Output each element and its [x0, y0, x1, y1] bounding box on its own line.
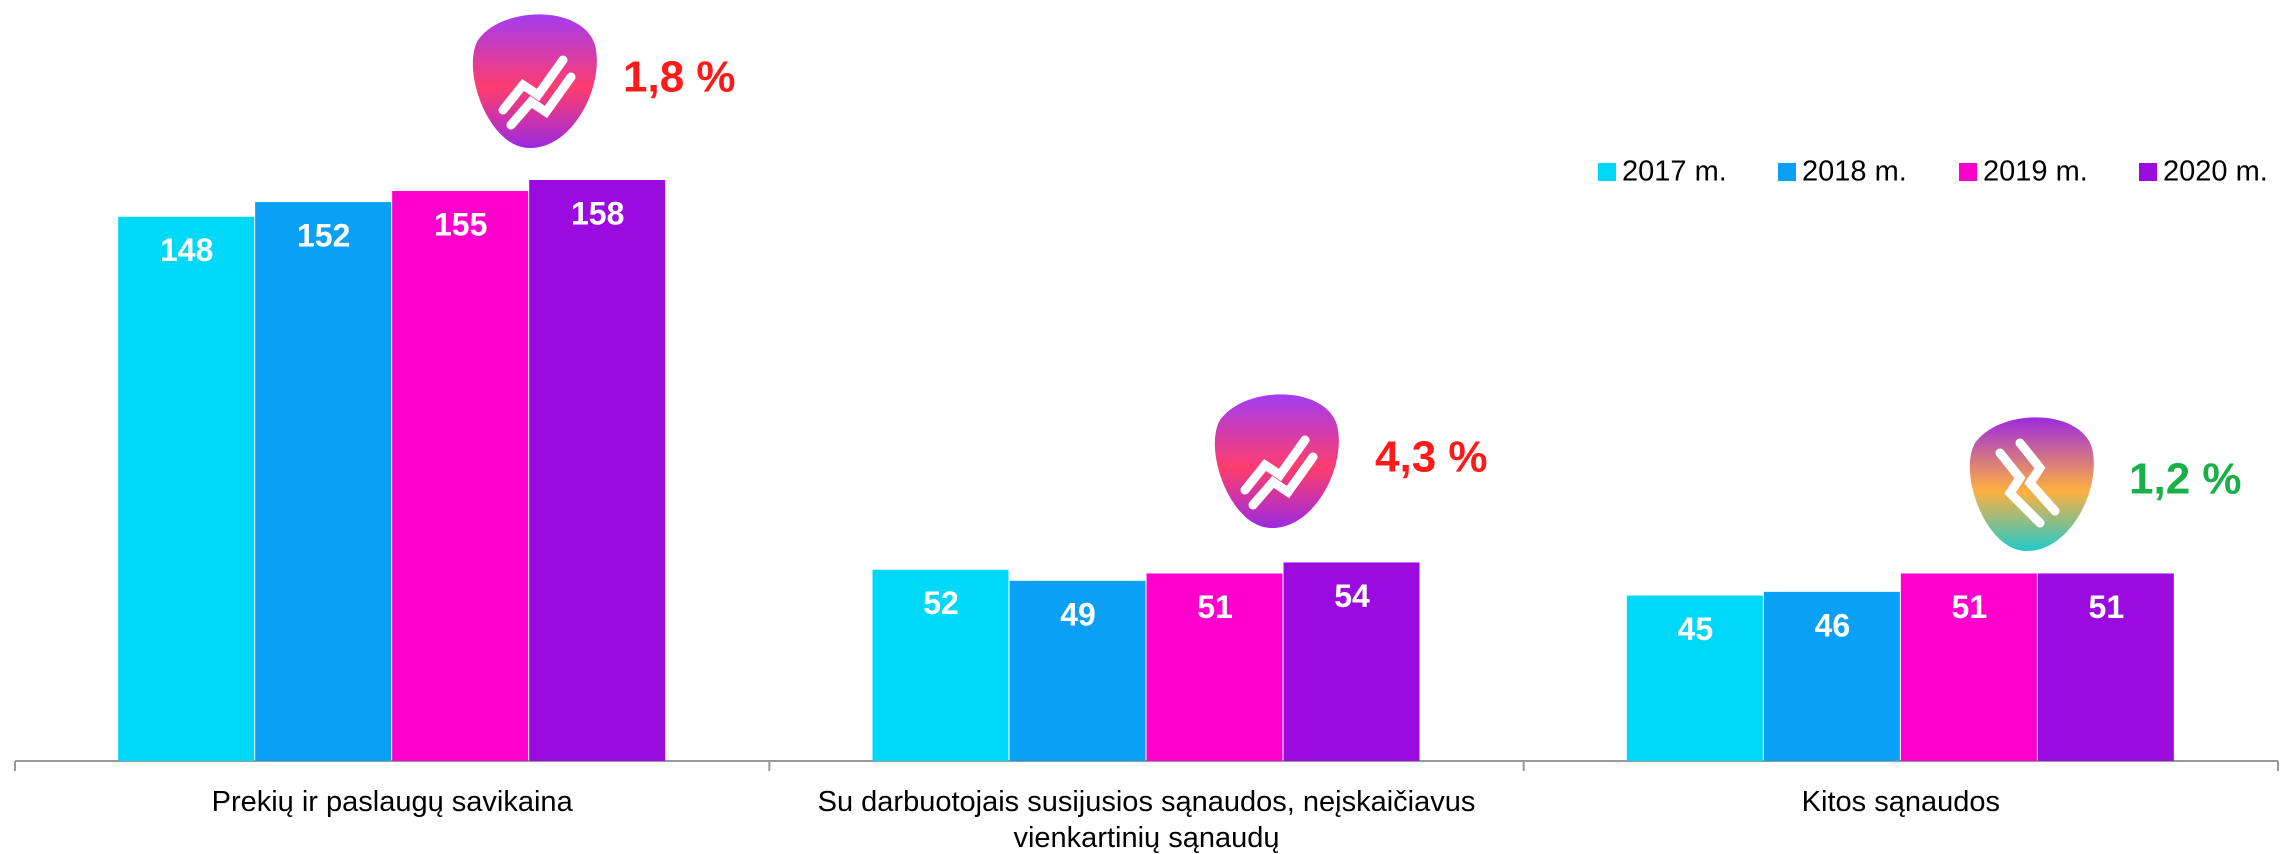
bar — [1283, 562, 1420, 761]
data-label: 45 — [1678, 611, 1714, 647]
data-label: 51 — [1197, 589, 1233, 625]
annotation: 1,8 % — [623, 53, 736, 102]
bar — [392, 191, 529, 762]
icon-up — [1214, 394, 1339, 529]
annotation: 1,2 % — [2129, 455, 2242, 504]
legend-swatch — [1959, 163, 1977, 181]
data-label: 148 — [160, 232, 213, 268]
legend-swatch — [2139, 163, 2157, 181]
bar — [2037, 573, 2174, 761]
bar — [1763, 591, 1900, 761]
legend-label: 2018 m. — [1802, 156, 1907, 188]
legend-label: 2017 m. — [1622, 156, 1727, 188]
bar — [1900, 573, 2037, 761]
data-label: 155 — [434, 206, 487, 242]
bar — [872, 569, 1009, 761]
x-tick-label: Su darbuotojais susijusios sąnaudos, neį… — [817, 786, 1476, 854]
bar — [255, 202, 392, 761]
icon-down — [1969, 417, 2094, 552]
annotation: 4,3 % — [1375, 433, 1488, 482]
bar — [118, 216, 255, 761]
legend-swatch — [1778, 163, 1796, 181]
x-tick-label: Kitos sąnaudos — [1801, 786, 2000, 818]
data-label: 54 — [1334, 578, 1370, 614]
data-label: 49 — [1060, 596, 1096, 632]
data-label: 51 — [2089, 589, 2125, 625]
legend-label: 2019 m. — [1983, 156, 2088, 188]
legend-label: 2020 m. — [2163, 156, 2268, 188]
data-label: 158 — [571, 195, 624, 231]
bar — [1146, 573, 1283, 761]
bar — [1626, 595, 1763, 761]
bar — [1009, 580, 1146, 761]
data-label: 46 — [1815, 607, 1851, 643]
data-label: 51 — [1952, 589, 1988, 625]
data-label: 52 — [923, 585, 959, 621]
icon-up — [472, 14, 597, 149]
x-tick-label: Prekių ir paslaugų savikaina — [211, 786, 573, 818]
data-label: 152 — [297, 218, 350, 254]
bar — [529, 180, 666, 761]
legend-swatch — [1598, 163, 1616, 181]
